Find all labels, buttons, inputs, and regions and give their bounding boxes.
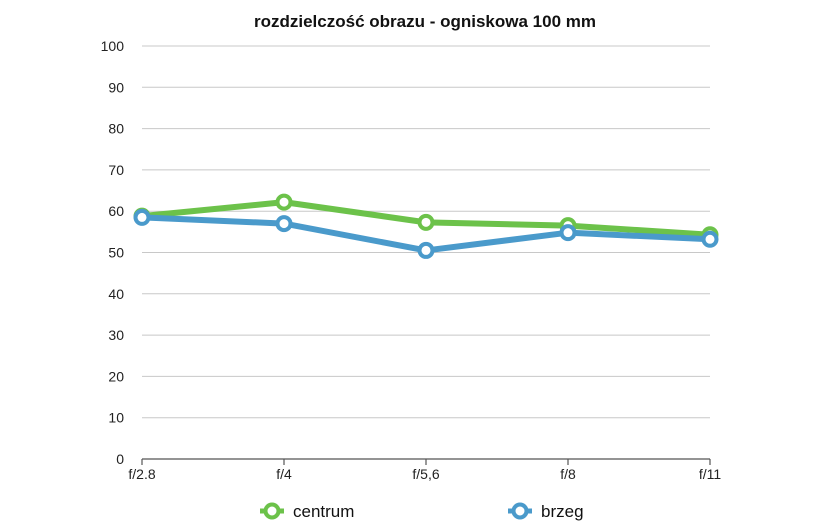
- x-tick-label: f/5,6: [412, 466, 439, 482]
- y-axis-ticks: 0 10 20 30 40 50 60 70 80 90 100: [101, 38, 125, 467]
- y-tick-label: 0: [116, 451, 124, 467]
- x-tick-label: f/8: [560, 466, 576, 482]
- y-tick-label: 60: [108, 203, 124, 219]
- data-point-brzeg: [559, 224, 577, 242]
- x-axis-ticks: f/2.8 f/4 f/5,6 f/8 f/11: [128, 459, 721, 482]
- series-brzeg: [133, 208, 719, 259]
- legend-label: centrum: [293, 502, 354, 521]
- x-tick-label: f/4: [276, 466, 292, 482]
- legend-swatch-marker: [511, 502, 529, 520]
- x-tick-label: f/11: [699, 466, 722, 482]
- legend: centrum brzeg: [260, 502, 584, 521]
- series-lines: [133, 193, 719, 259]
- data-point-brzeg: [133, 208, 151, 226]
- legend-swatch-marker: [263, 502, 281, 520]
- data-point-brzeg: [701, 230, 719, 248]
- y-tick-label: 50: [108, 245, 124, 261]
- y-tick-label: 30: [108, 327, 124, 343]
- legend-label: brzeg: [541, 502, 584, 521]
- data-point-centrum: [417, 213, 435, 231]
- y-tick-label: 40: [108, 286, 124, 302]
- y-tick-label: 100: [101, 38, 125, 54]
- y-tick-label: 70: [108, 162, 124, 178]
- data-point-brzeg: [275, 215, 293, 233]
- chart-title: rozdzielczość obrazu - ogniskowa 100 mm: [254, 12, 596, 31]
- legend-item-brzeg: brzeg: [508, 502, 584, 521]
- y-tick-label: 90: [108, 79, 124, 95]
- y-tick-label: 10: [108, 410, 124, 426]
- legend-item-centrum: centrum: [260, 502, 354, 521]
- x-tick-label: f/2.8: [128, 466, 155, 482]
- y-tick-label: 20: [108, 368, 124, 384]
- y-tick-label: 80: [108, 121, 124, 137]
- data-point-brzeg: [417, 241, 435, 259]
- data-point-centrum: [275, 193, 293, 211]
